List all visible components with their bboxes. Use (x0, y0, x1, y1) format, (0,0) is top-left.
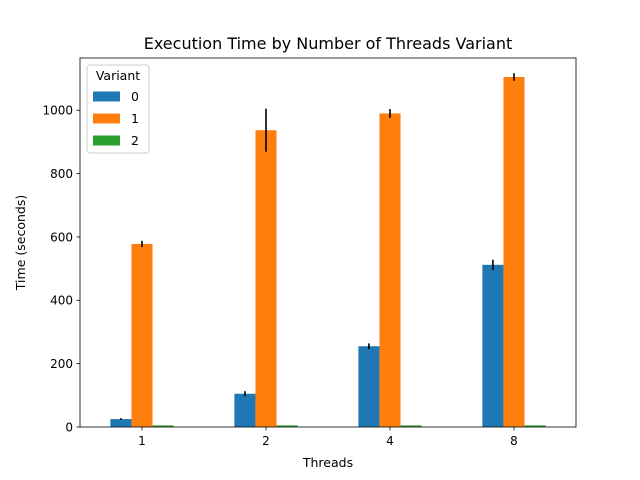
y-tick-label-0: 0 (65, 420, 73, 434)
x-tick-label-8: 8 (510, 434, 518, 448)
legend-label-1: 1 (131, 111, 139, 126)
x-axis-label: Threads (302, 455, 353, 470)
bar-variant-1-threads-4 (379, 113, 401, 427)
bar-variant-0-threads-1 (110, 419, 132, 427)
x-axis: 1 2 4 8 (138, 427, 518, 448)
legend-frame (86, 64, 150, 154)
bar-variant-1-threads-2 (255, 130, 277, 427)
plot-frame (79, 57, 577, 428)
chart-title: Execution Time by Number of Threads Vari… (144, 34, 513, 53)
bar-variant-0-threads-2 (234, 393, 256, 427)
y-tick-label-800: 800 (50, 167, 73, 181)
y-tick-label-200: 200 (50, 357, 73, 371)
x-tick-label-2: 2 (262, 434, 270, 448)
bar-variant-2-threads-8 (524, 425, 546, 427)
x-tick-label-4: 4 (386, 434, 394, 448)
legend-title: Variant (96, 68, 140, 83)
bar-variant-0-threads-4 (358, 346, 380, 427)
y-axis-label: Time (seconds) (13, 195, 28, 291)
y-tick-label-1000: 1000 (42, 104, 73, 118)
legend-items: 0 1 2 (93, 89, 139, 148)
legend-swatch-1 (93, 113, 120, 124)
bar-variant-2-threads-4 (400, 425, 422, 427)
y-tick-label-600: 600 (50, 230, 73, 244)
legend-label-0: 0 (131, 89, 139, 104)
bar-variant-0-threads-8 (482, 264, 504, 427)
legend-swatch-2 (93, 135, 120, 146)
x-tick-label-1: 1 (138, 434, 146, 448)
bar-variant-2-threads-2 (276, 425, 298, 427)
error-bars-layer (120, 73, 515, 421)
y-axis: 0 200 400 600 800 1000 (42, 104, 80, 434)
bars-layer (110, 77, 546, 427)
legend: Variant 0 1 2 (86, 64, 150, 154)
bar-variant-1-threads-8 (503, 77, 525, 427)
bar-variant-1-threads-1 (131, 243, 153, 427)
legend-label-2: 2 (131, 133, 139, 148)
bar-variant-2-threads-1 (152, 425, 174, 427)
legend-swatch-0 (93, 91, 120, 102)
y-tick-label-400: 400 (50, 294, 73, 308)
